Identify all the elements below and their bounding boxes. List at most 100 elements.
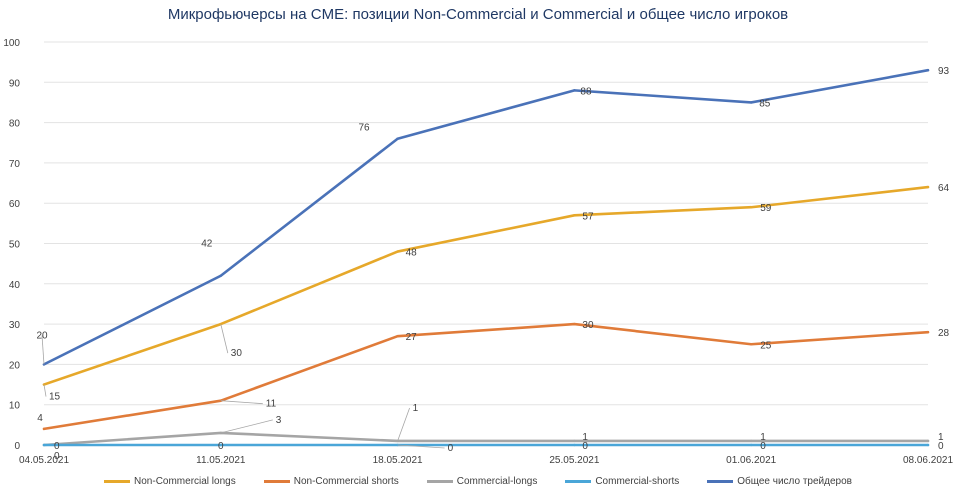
data-point: [42, 427, 46, 431]
series-line: [42, 68, 930, 366]
data-point: [750, 439, 753, 443]
legend-swatch: [426, 480, 453, 483]
data-point: [926, 330, 930, 334]
leader-line: [397, 444, 445, 449]
series-line: [42, 322, 930, 431]
data-label: 1: [582, 432, 588, 443]
legend-item: Общее число трейдеров: [707, 476, 852, 487]
data-point: [573, 214, 576, 217]
leader-line: [220, 400, 263, 405]
data-label: 28: [938, 328, 950, 339]
legend-label: Non-Commercial longs: [134, 476, 236, 487]
data-point: [926, 443, 930, 447]
data-point: [926, 185, 930, 189]
data-point: [573, 89, 576, 92]
series-line: [42, 185, 930, 386]
legend: Non-Commercial longs Non-Commercial short…: [0, 476, 956, 487]
data-point: [573, 443, 576, 447]
legend-swatch: [263, 480, 290, 483]
legend-swatch: [104, 480, 131, 483]
data-label: 0: [582, 441, 588, 452]
data-point: [573, 439, 576, 443]
data-label: 1: [760, 432, 766, 443]
legend-swatch: [707, 480, 734, 483]
chart-title: Микрофьючерсы на CME: позиции Non-Commer…: [167, 6, 789, 23]
data-point: [926, 69, 930, 72]
y-tick-label: 20: [9, 360, 21, 371]
legend-item: Commercial-shorts: [565, 476, 679, 487]
data-label: 59: [760, 203, 772, 214]
data-label: 85: [759, 98, 771, 109]
legend-label: Commercial-longs: [456, 476, 538, 487]
data-point: [396, 137, 399, 140]
data-point: [219, 274, 222, 277]
data-label: 64: [938, 183, 950, 194]
data-point: [396, 334, 399, 338]
data-point: [750, 101, 753, 104]
data-label: 0: [54, 451, 60, 462]
leader-line: [397, 407, 410, 442]
y-tick-label: 80: [9, 119, 21, 130]
data-label: 88: [580, 86, 592, 97]
data-label: 57: [582, 211, 594, 222]
data-point: [42, 443, 46, 447]
data-label: 20: [36, 330, 48, 341]
data-label: 0: [218, 441, 224, 452]
data-point: [750, 343, 753, 346]
x-tick-label: 01.06.2021: [726, 455, 776, 466]
data-point: [219, 322, 222, 326]
data-label: 76: [358, 123, 370, 134]
data-label: 30: [582, 320, 594, 331]
x-tick-label: 18.05.2021: [373, 455, 423, 466]
data-label: 30: [231, 348, 243, 359]
y-tick-label: 60: [9, 199, 21, 210]
legend-item: Non-Commercial longs: [104, 476, 236, 487]
data-point: [926, 439, 930, 443]
legend-item: Non-Commercial shorts: [263, 476, 399, 487]
data-label: 42: [201, 239, 213, 250]
data-label: 0: [54, 441, 60, 452]
data-label: 0: [760, 441, 766, 452]
series-lines: [42, 68, 930, 447]
y-tick-label: 50: [9, 240, 21, 251]
data-label: 27: [406, 332, 418, 343]
data-label: 48: [406, 248, 418, 259]
data-label: 11: [266, 399, 277, 410]
data-label: 3: [276, 415, 282, 426]
leader-line: [41, 335, 45, 365]
x-tick-label: 11.05.2021: [196, 455, 246, 466]
legend-label: Общее число трейдеров: [737, 476, 852, 487]
y-tick-label: 40: [9, 280, 21, 291]
y-tick-label: 70: [9, 159, 21, 170]
x-tick-label: 04.05.2021: [19, 455, 69, 466]
y-tick-label: 90: [9, 78, 21, 89]
data-label: 0: [448, 443, 454, 454]
x-tick-label: 08.06.2021: [903, 455, 953, 466]
data-point: [573, 322, 576, 326]
series-line: [42, 431, 930, 447]
data-point: [750, 443, 753, 447]
x-tick-label: 25.05.2021: [549, 455, 599, 466]
data-label: 15: [49, 392, 61, 403]
data-label: 25: [760, 340, 772, 351]
data-point: [396, 443, 399, 447]
data-label: 4: [37, 413, 43, 424]
data-point: [219, 399, 222, 402]
data-point: [219, 443, 222, 447]
grid-lines: [44, 41, 928, 446]
y-tick-label: 30: [9, 320, 21, 331]
legend-swatch: [565, 480, 592, 483]
y-tick-label: 100: [3, 38, 20, 49]
legend-item: Commercial-longs: [426, 476, 538, 487]
data-label: 93: [938, 66, 950, 77]
data-point: [396, 250, 399, 253]
legend-label: Non-Commercial shorts: [293, 476, 399, 487]
leader-line: [43, 384, 47, 397]
leader-line: [220, 324, 229, 354]
data-label: 1: [938, 432, 944, 443]
data-label: 1: [413, 403, 419, 414]
legend-label: Commercial-shorts: [595, 476, 680, 487]
data-point: [750, 206, 753, 209]
